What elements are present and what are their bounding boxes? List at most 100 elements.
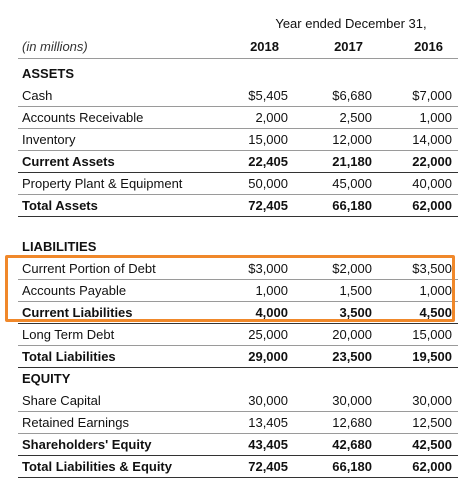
row-value-2016: 40,000 [412, 176, 452, 191]
row-value-2017: 20,000 [332, 327, 372, 342]
row-divider [18, 367, 458, 368]
row-value-2016: 12,500 [412, 415, 452, 430]
row-value-2018: 29,000 [248, 349, 288, 364]
row-value-2018: 30,000 [248, 393, 288, 408]
row-label: Total Assets [22, 198, 98, 213]
table-row: Long Term Debt 25,000 20,000 15,000 [18, 323, 458, 345]
row-divider [18, 279, 458, 280]
row-value-2017: 45,000 [332, 176, 372, 191]
row-label: Shareholders' Equity [22, 437, 152, 452]
row-value-2018: 1,000 [255, 283, 288, 298]
row-divider [18, 172, 458, 173]
table-row: Inventory 15,000 12,000 14,000 [18, 128, 458, 150]
row-value-2017: 23,500 [332, 349, 372, 364]
row-value-2017: 66,180 [332, 459, 372, 474]
row-value-2018: 50,000 [248, 176, 288, 191]
table-row: Accounts Receivable 2,000 2,500 1,000 [18, 106, 458, 128]
year-2017-header: 2017 [334, 39, 363, 54]
row-value-2016: 1,000 [419, 283, 452, 298]
table-row: Current Assets 22,405 21,180 22,000 [18, 150, 458, 172]
table-row: Share Capital 30,000 30,000 30,000 [18, 389, 458, 411]
row-divider [18, 323, 458, 324]
row-value-2017: 1,500 [339, 283, 372, 298]
row-divider [18, 150, 458, 151]
table-row: Total Liabilities & Equity 72,405 66,180 62… [18, 455, 458, 477]
row-value-2017: 42,680 [332, 437, 372, 452]
period-header: Year ended December 31, [275, 16, 427, 31]
row-label: Long Term Debt [22, 327, 115, 342]
row-value-2018: 15,000 [248, 132, 288, 147]
row-value-2018: 25,000 [248, 327, 288, 342]
row-value-2016: 42,500 [412, 437, 452, 452]
table-row: Total Liabilities 29,000 23,500 19,500 [18, 345, 458, 367]
row-label: Current Portion of Debt [22, 261, 156, 276]
row-value-2017: 3,500 [339, 305, 372, 320]
section-title-liabilities: LIABILITIES [18, 235, 458, 257]
table-row: Total Assets 72,405 66,180 62,000 [18, 194, 458, 216]
row-value-2016: $7,000 [412, 88, 452, 103]
row-value-2016: 1,000 [419, 110, 452, 125]
section-title-label: EQUITY [22, 371, 71, 386]
row-value-2016: 14,000 [412, 132, 452, 147]
row-divider [18, 216, 458, 217]
header-divider [18, 58, 458, 59]
table-row: Retained Earnings 13,405 12,680 12,500 [18, 411, 458, 433]
row-value-2017: 66,180 [332, 198, 372, 213]
table-row: Property Plant & Equipment 50,000 45,000 40… [18, 172, 458, 194]
year-2018-header: 2018 [250, 39, 279, 54]
row-label: Accounts Payable [22, 283, 127, 298]
year-2016-header: 2016 [414, 39, 443, 54]
row-label: Current Assets [22, 154, 115, 169]
row-label: Total Liabilities [22, 349, 116, 364]
row-divider [18, 301, 458, 302]
row-divider [18, 477, 458, 478]
table-row: Cash $5,405 $6,680 $7,000 [18, 84, 458, 106]
row-value-2018: 13,405 [248, 415, 288, 430]
row-value-2018: 22,405 [248, 154, 288, 169]
row-label: Total Liabilities & Equity [22, 459, 172, 474]
row-value-2017: 30,000 [332, 393, 372, 408]
row-value-2016: 15,000 [412, 327, 452, 342]
row-divider [18, 194, 458, 195]
row-value-2017: 12,680 [332, 415, 372, 430]
current-liabilities-highlight [5, 255, 455, 322]
row-label: Property Plant & Equipment [22, 176, 183, 191]
row-label: Inventory [22, 132, 76, 147]
row-value-2017: 12,000 [332, 132, 372, 147]
row-divider [18, 106, 458, 107]
row-value-2018: $3,000 [248, 261, 288, 276]
row-value-2016: 62,000 [412, 459, 452, 474]
row-value-2016: 30,000 [412, 393, 452, 408]
section-title-label: ASSETS [22, 66, 75, 81]
row-divider [18, 433, 458, 434]
section-title-label: LIABILITIES [22, 239, 97, 254]
row-divider [18, 411, 458, 412]
row-value-2017: $6,680 [332, 88, 372, 103]
row-value-2017: $2,000 [332, 261, 372, 276]
row-value-2018: 4,000 [255, 305, 288, 320]
row-value-2017: 21,180 [332, 154, 372, 169]
table-row: Current Liabilities 4,000 3,500 4,500 [18, 301, 458, 323]
section-title-assets: ASSETS [18, 62, 458, 84]
row-label: Share Capital [22, 393, 101, 408]
table-row: Shareholders' Equity 43,405 42,680 42,500 [18, 433, 458, 455]
row-value-2016: 19,500 [412, 349, 452, 364]
table-row: Accounts Payable 1,000 1,500 1,000 [18, 279, 458, 301]
row-value-2016: 22,000 [412, 154, 452, 169]
row-label: Current Liabilities [22, 305, 133, 320]
row-value-2016: 62,000 [412, 198, 452, 213]
row-value-2017: 2,500 [339, 110, 372, 125]
section-title-equity: EQUITY [18, 367, 458, 389]
row-label: Retained Earnings [22, 415, 129, 430]
row-value-2018: $5,405 [248, 88, 288, 103]
row-value-2018: 2,000 [255, 110, 288, 125]
row-divider [18, 455, 458, 456]
row-label: Cash [22, 88, 53, 103]
row-value-2016: $3,500 [412, 261, 452, 276]
table-row: Current Portion of Debt $3,000 $2,000 $3,50… [18, 257, 458, 279]
row-value-2016: 4,500 [419, 305, 452, 320]
row-value-2018: 72,405 [248, 459, 288, 474]
row-value-2018: 72,405 [248, 198, 288, 213]
row-value-2018: 43,405 [248, 437, 288, 452]
